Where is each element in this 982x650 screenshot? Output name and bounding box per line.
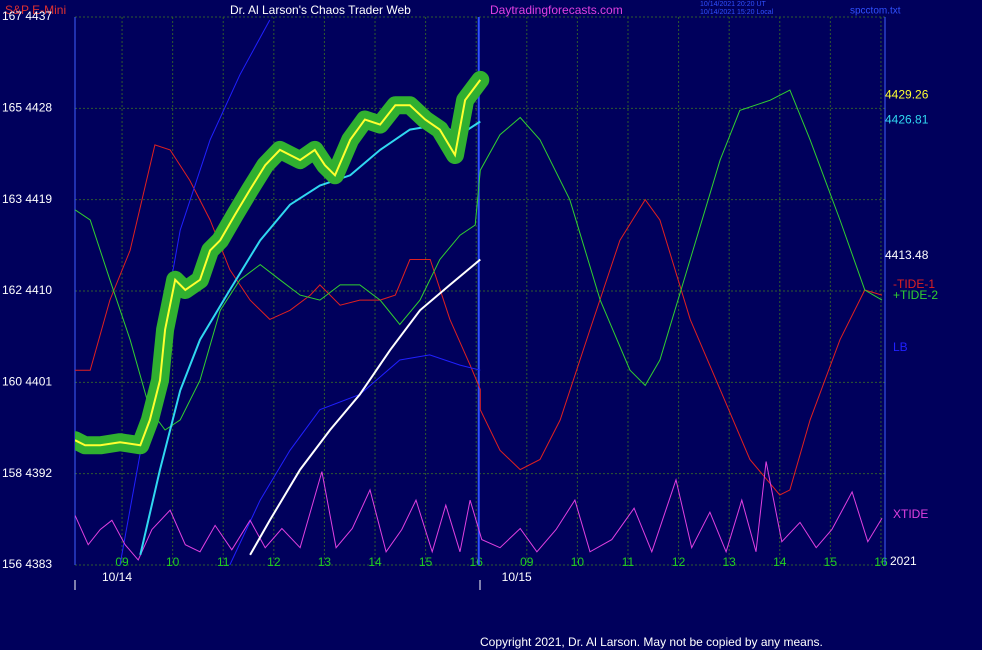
legend-label: LB [893,340,908,354]
y-tick-label: 156 4383 [2,557,52,571]
legend-label: +TIDE-2 [893,288,938,302]
x-tick-label: 15 [419,555,433,569]
legend-label: XTIDE [893,507,928,521]
timestamp: 10/14/2021 15:20 Local [700,9,774,16]
y-tick-label: 160 4401 [2,375,52,389]
year: 2021 [890,554,917,568]
timestamp: 10/14/2021 20:20 UT [700,1,766,8]
chart-title: Dr. Al Larson's Chaos Trader Web [230,3,411,17]
x-tick-label: 09 [115,555,129,569]
date-label: 10/14 [102,570,132,584]
series-line [75,461,883,561]
site: Daytradingforecasts.com [490,3,623,17]
x-tick-label: 09 [520,555,534,569]
last-value-label: 4429.26 [885,88,929,102]
x-tick-label: 10 [571,555,585,569]
x-tick-label: 12 [672,555,686,569]
last-value-label: 4413.48 [885,248,929,262]
x-tick-label: 16 [470,555,484,569]
x-tick-label: 14 [368,555,382,569]
x-tick-label: 16 [874,555,888,569]
file-name: spcctom.txt [850,6,901,17]
x-tick-label: 15 [824,555,838,569]
x-tick-label: 11 [217,555,230,569]
y-tick-label: 167 4437 [2,9,52,23]
x-tick-label: 12 [267,555,281,569]
date-label: 10/15 [502,570,532,584]
symbol: S&P E-Mini [5,3,66,17]
series-line [75,144,883,496]
y-tick-label: 158 4392 [2,466,52,480]
last-value-label: 4426.81 [885,113,929,127]
plot-area [75,19,883,565]
series-line [249,258,481,556]
y-tick-label: 162 4410 [2,283,52,297]
x-tick-label: 11 [622,555,635,569]
y-tick-label: 165 4428 [2,101,52,115]
legend-label: -TIDE-1 [893,277,935,291]
x-tick-label: 14 [773,555,787,569]
series-line [75,89,883,431]
copyright: Copyright 2021, Dr. Al Larson. May not b… [480,635,823,649]
x-tick-label: 10 [166,555,180,569]
x-tick-label: 13 [722,555,736,569]
y-tick-label: 163 4419 [2,192,52,206]
series-line [75,79,482,447]
x-tick-label: 13 [318,555,332,569]
